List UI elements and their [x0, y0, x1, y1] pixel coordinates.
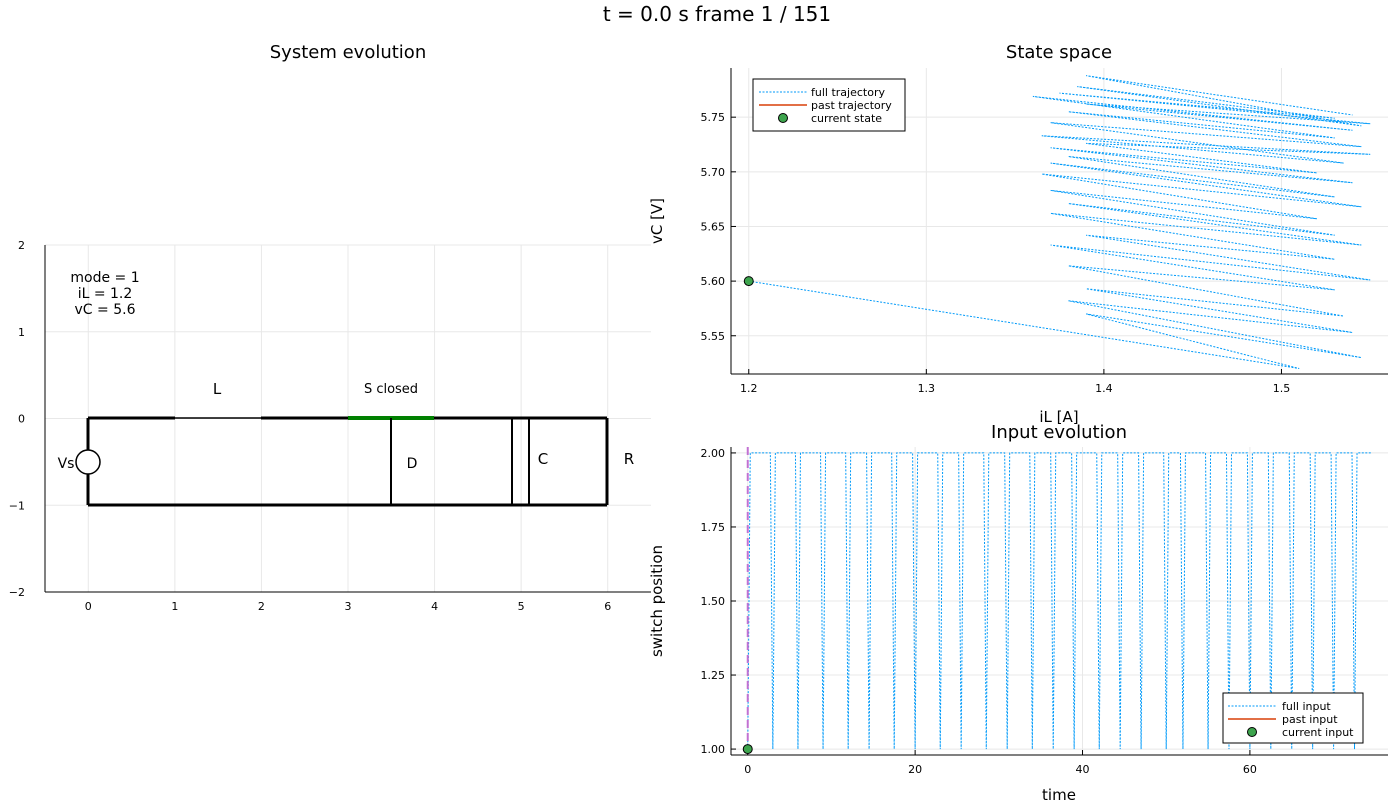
input-ytick-label: 2.00 — [701, 447, 726, 460]
state-space-xtick-label: 1.5 — [1273, 382, 1291, 395]
state-space-xtick-label: 1.4 — [1095, 382, 1113, 395]
marker-current-state — [743, 276, 754, 287]
legend-past-trajectory: past trajectory — [811, 99, 892, 112]
input-xlabel: time — [1042, 786, 1076, 800]
figure-suptitle: t = 0.0 s frame 1 / 151 — [603, 2, 831, 26]
input-ytick-label: 1.00 — [701, 743, 726, 756]
input-ytick-label: 1.50 — [701, 595, 726, 608]
input-legend-box — [1222, 692, 1364, 744]
label-switch: S closed — [364, 382, 418, 397]
legend-full-trajectory: full trajectory — [811, 86, 885, 99]
circuit-xtick-label: 1 — [171, 600, 178, 613]
circuit-ytick-label: −1 — [9, 499, 25, 512]
state-space-legend: full trajectory past trajectory current … — [752, 78, 906, 132]
state-space-ytick-label: 5.75 — [701, 111, 726, 124]
circuit-panel: System evolution 0 1 2 3 4 5 6 2 1 0 −1 −2 mode = 1… — [9, 42, 651, 613]
series-full-trajectory — [748, 75, 1371, 370]
input-legend: full input past input current input — [1222, 692, 1364, 744]
circuit-xtick-label: 4 — [431, 600, 438, 613]
input-xtick-label: 0 — [744, 763, 751, 776]
circuit-ytick-label: 0 — [18, 413, 25, 426]
input-ytick-label: 1.75 — [701, 521, 726, 534]
state-space-xtick-label: 1.2 — [740, 382, 758, 395]
circuit-ytick-label: −2 — [9, 586, 25, 599]
input-title: Input evolution — [991, 422, 1127, 443]
circuit-xtick-label: 2 — [258, 600, 265, 613]
circuit-ytick-label: 2 — [18, 239, 25, 252]
info-il: iL = 1.2 — [78, 286, 133, 302]
circuit-ytick-label: 1 — [18, 326, 25, 339]
state-space-xlabel: iL [A] — [1039, 408, 1078, 426]
state-space-ytick-label: 5.65 — [701, 220, 726, 233]
circuit-xtick-label: 0 — [85, 600, 92, 613]
legend-marker-current-state — [778, 113, 788, 123]
label-resistor: R — [624, 450, 634, 468]
label-diode: D — [407, 456, 418, 472]
state-space-ylabel: vC [V] — [648, 198, 666, 244]
input-ytick-label: 1.25 — [701, 669, 726, 682]
circuit-info: mode = 1 iL = 1.2 vC = 5.6 — [70, 270, 139, 318]
input-xtick-label: 60 — [1243, 763, 1257, 776]
marker-current-input — [742, 744, 753, 755]
input-ylabel: switch position — [648, 545, 666, 657]
state-space-ticks: 1.2 1.3 1.4 1.5 5.55 5.60 5.65 5.70 5.75 — [701, 111, 1291, 395]
circuit-labels: L S closed Vs D C R — [58, 380, 635, 472]
input-xtick-label: 40 — [1076, 763, 1090, 776]
state-space-title: State space — [1006, 42, 1112, 63]
circuit-xtick-label: 3 — [345, 600, 352, 613]
state-space-ytick-label: 5.60 — [701, 275, 726, 288]
legend-current-input: current input — [1282, 726, 1354, 739]
label-source: Vs — [58, 456, 75, 472]
circuit-ticks: 0 1 2 3 4 5 6 2 1 0 −1 −2 — [9, 239, 611, 613]
state-space-panel: State space 1.2 1.3 1.4 1.5 5.55 5.60 5.65 5.70… — [648, 42, 1388, 426]
input-grid — [731, 447, 1388, 755]
circuit-xtick-label: 5 — [518, 600, 525, 613]
circuit-xtick-label: 6 — [604, 600, 611, 613]
input-panel: Input evolution 0 20 40 60 1.00 1.25 1.50 1.75 2… — [648, 422, 1388, 800]
voltage-source-symbol — [75, 449, 101, 475]
input-xtick-label: 20 — [908, 763, 922, 776]
state-space-ytick-label: 5.70 — [701, 166, 726, 179]
legend-marker-current-input — [1247, 727, 1257, 737]
label-capacitor: C — [538, 450, 548, 468]
legend-full-input: full input — [1282, 700, 1331, 713]
info-mode: mode = 1 — [70, 270, 139, 286]
circuit-title: System evolution — [270, 42, 426, 63]
circuit-schematic — [75, 416, 609, 507]
label-inductor: L — [213, 380, 222, 398]
state-space-xtick-label: 1.3 — [918, 382, 936, 395]
info-vc: vC = 5.6 — [75, 302, 136, 318]
input-ticks: 0 20 40 60 1.00 1.25 1.50 1.75 2.00 — [701, 447, 1257, 776]
legend-current-state: current state — [811, 112, 882, 125]
legend-past-input: past input — [1282, 713, 1338, 726]
state-space-ytick-label: 5.55 — [701, 330, 726, 343]
